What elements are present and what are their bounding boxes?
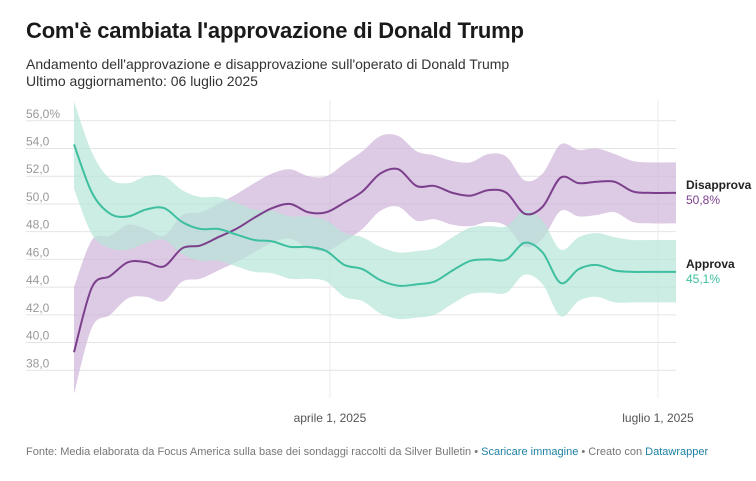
y-axis-ticks: 38,0 40,0 42,0 44,0 46,0 48,0 50,0 52,0 54,0 56,0… <box>26 107 60 370</box>
datawrapper-link[interactable]: Datawrapper <box>645 446 709 458</box>
created-with-text: • Creato con <box>578 446 646 458</box>
y-tick-label: 42,0 <box>26 301 50 315</box>
y-tick-label: 40,0 <box>26 329 50 343</box>
y-tick-label: 44,0 <box>26 273 50 287</box>
footer: Fonte: Media elaborata da Focus America … <box>26 446 708 458</box>
series-label-disapprova: Disapprova <box>686 178 752 192</box>
y-tick-label: 56,0% <box>26 107 60 121</box>
band-approva <box>74 101 676 320</box>
uncertainty-bands <box>74 101 676 394</box>
subtitle-description: Andamento dell'approvazione e disapprova… <box>26 56 510 72</box>
line-disapprova <box>73 167 677 353</box>
last-updated-text: Ultimo aggiornamento: 06 luglio 2025 <box>26 73 258 89</box>
chart-subtitle: Andamento dell'approvazione e disapprova… <box>26 56 509 90</box>
series-value-approva: 45,1% <box>686 272 720 286</box>
y-tick-label: 52,0 <box>26 162 50 176</box>
y-tick-label: 46,0 <box>26 245 50 259</box>
line-approva <box>73 144 676 287</box>
footer-separator: • <box>471 446 482 458</box>
source-text: Fonte: Media elaborata da Focus America … <box>26 446 472 458</box>
x-tick-label: luglio 1, 2025 <box>622 411 694 425</box>
x-tick-label: aprile 1, 2025 <box>294 411 367 425</box>
download-image-link[interactable]: Scaricare immagine <box>481 446 579 458</box>
series-label-approva: Approva <box>686 257 735 271</box>
series-lines <box>73 144 677 353</box>
series-value-disapprova: 50,8% <box>686 193 720 207</box>
y-tick-label: 38,0 <box>26 356 50 370</box>
band-disapprova <box>74 134 676 394</box>
y-tick-label: 48,0 <box>26 218 50 232</box>
y-tick-label: 54,0 <box>26 135 50 149</box>
page-title: Com'è cambiata l'approvazione di Donald … <box>26 18 524 43</box>
x-axis-ticks: aprile 1, 2025 luglio 1, 2025 <box>294 411 694 425</box>
y-tick-label: 50,0 <box>26 190 50 204</box>
